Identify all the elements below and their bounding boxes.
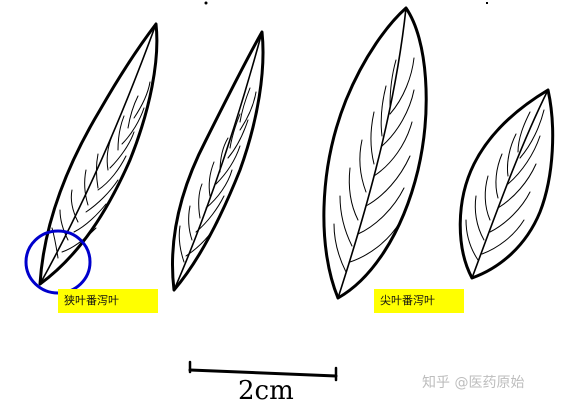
highlight-circle [24, 229, 92, 295]
label-narrow-leaf: 狭叶番泻叶 [58, 289, 158, 313]
watermark-text: 知乎 @医药原始 [422, 375, 525, 391]
label-pointed-leaf: 尖叶番泻叶 [374, 289, 464, 313]
scale-bar-label: 2cm [238, 376, 294, 406]
scan-marks [204, 1, 488, 5]
leaf-narrow-1 [38, 22, 159, 286]
scale-bar [188, 360, 338, 382]
leaf-narrow-2 [170, 30, 265, 292]
leaf-pointed-2 [458, 88, 555, 280]
leaf-pointed-1 [322, 6, 428, 300]
